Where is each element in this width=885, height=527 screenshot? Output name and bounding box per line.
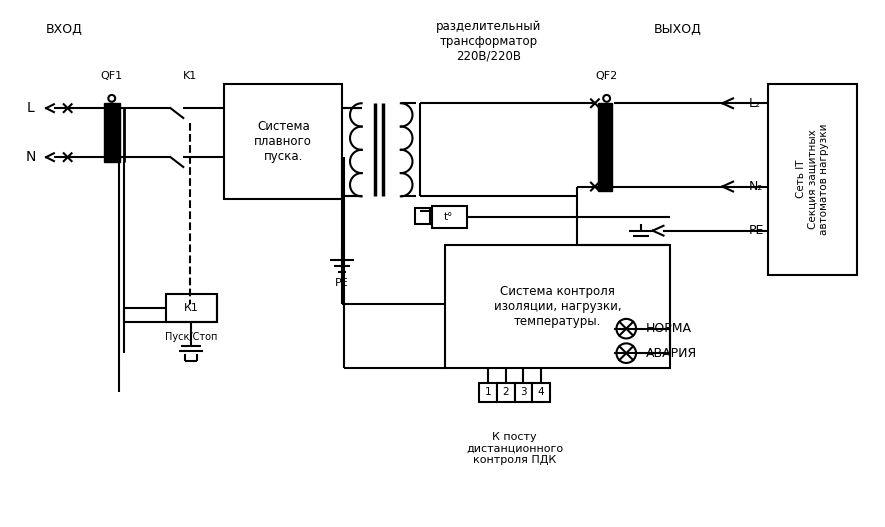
Bar [225,84,342,199]
Text: разделительный
трансформатор
220В/220В: разделительный трансформатор 220В/220В [436,20,542,63]
Text: PE: PE [749,224,764,237]
Bar [432,206,466,228]
Text: ВХОД: ВХОД [46,23,83,36]
Bar [768,84,857,275]
Text: 2: 2 [503,387,509,397]
Text: ВЫХОД: ВЫХОД [654,23,702,36]
Text: К1: К1 [184,303,198,313]
Text: Пуск/Стоп: Пуск/Стоп [165,331,218,341]
Text: Сеть IT
Секция защитных
автоматов нагрузки: Сеть IT Секция защитных автоматов нагруз… [796,123,829,235]
Text: Система контроля
изоляции, нагрузки,
температуры.: Система контроля изоляции, нагрузки, тем… [494,285,621,328]
Text: L₂: L₂ [749,97,761,110]
Text: K1: K1 [183,71,197,81]
Text: АВАРИЯ: АВАРИЯ [646,347,697,359]
Bar [165,295,217,322]
Text: 4: 4 [538,387,544,397]
Text: N₂: N₂ [749,180,763,193]
Text: PE: PE [335,278,349,288]
Text: N: N [25,150,35,164]
Text: 1: 1 [485,387,491,397]
Circle shape [604,95,610,102]
Text: L: L [27,101,35,115]
Circle shape [617,319,636,338]
Text: t°: t° [444,212,453,222]
Bar [414,208,430,224]
Bar [445,246,670,368]
Text: Система
плавного
пуска.: Система плавного пуска. [254,120,312,163]
Bar [598,103,612,191]
Bar [496,383,514,402]
Circle shape [108,95,115,102]
Text: QF1: QF1 [101,71,123,81]
Text: К посту
дистанционного
контроля ПДК: К посту дистанционного контроля ПДК [466,432,563,465]
Text: НОРМА: НОРМА [646,322,692,335]
Bar [480,383,496,402]
Text: QF2: QF2 [596,71,618,81]
Bar [532,383,550,402]
Bar [514,383,532,402]
Bar [104,103,119,162]
Circle shape [617,344,636,363]
Text: 3: 3 [520,387,527,397]
